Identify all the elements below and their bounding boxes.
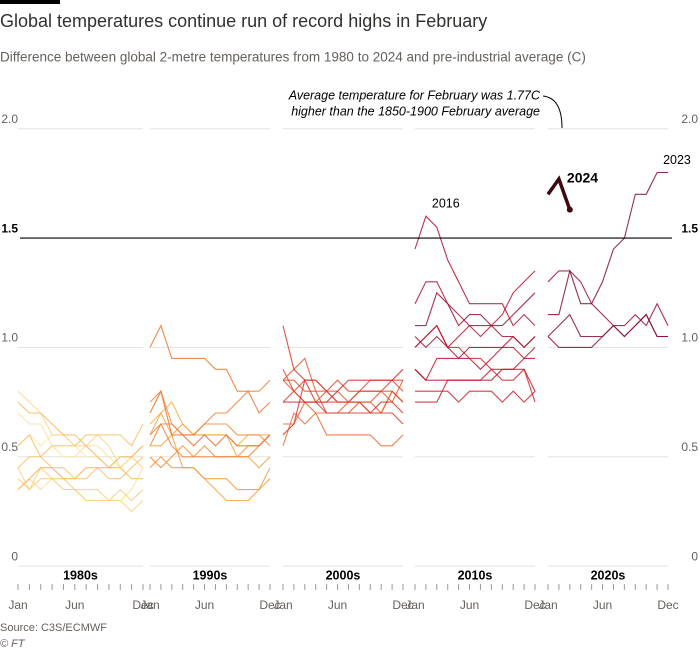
annotation-leader [542, 95, 563, 129]
year-line [149, 389, 271, 447]
year-line [415, 390, 536, 403]
x-tick-label: Jun [195, 598, 214, 612]
year-line [414, 357, 535, 381]
year-line [415, 291, 536, 327]
year-line [548, 171, 668, 316]
year-line [149, 379, 271, 436]
panel-label: 2010s [458, 568, 493, 582]
y-tick-label: 0 [11, 549, 18, 563]
x-tick-label: Jun [593, 598, 612, 612]
x-tick-label: Dec [392, 598, 413, 612]
year-line [282, 357, 404, 414]
year-line [149, 411, 271, 469]
x-tick-label: Dec [524, 598, 545, 612]
x-tick-label: Jan [273, 598, 292, 612]
year-line [282, 378, 404, 436]
y-tick-label: 1.5 [1, 221, 18, 235]
y-tick-label: 0.5 [1, 440, 18, 454]
y-tick-label: 2.0 [1, 112, 18, 126]
credit: © FT [0, 638, 26, 650]
x-tick-label: Jan [405, 598, 424, 612]
x-tick-label: Dec [132, 598, 153, 612]
year-line [149, 422, 271, 458]
y-tick-label: 1.5 [681, 221, 698, 235]
year-line [414, 215, 536, 327]
year-line [149, 390, 271, 447]
end-dot [566, 206, 573, 213]
year-line [150, 433, 271, 502]
x-tick-label: Dec [259, 598, 280, 612]
year-line [17, 478, 144, 502]
year-line [17, 390, 144, 469]
chart-title: Global temperatures continue run of reco… [0, 11, 487, 31]
y-tick-label: 1.0 [681, 331, 698, 345]
year-line [414, 346, 536, 382]
brand-bar [0, 0, 60, 4]
panel-label: 2000s [326, 568, 361, 582]
year-line [414, 270, 536, 349]
year-line [546, 175, 572, 211]
year-line [547, 313, 668, 338]
year-line [282, 411, 404, 447]
year-line [283, 368, 404, 403]
source: Source: C3S/ECMWF [0, 622, 107, 634]
year-line [17, 466, 144, 513]
x-tick-label: Jan [8, 598, 27, 612]
x-tick-label: Jun [460, 598, 479, 612]
y-tick-label: 0.5 [681, 440, 698, 454]
year-line [149, 456, 271, 491]
y-tick-label: 0 [691, 549, 698, 563]
chart-subtitle: Difference between global 2-metre temper… [0, 50, 586, 65]
x-tick-label: Jan [538, 598, 557, 612]
annotation: higher than the 1850-1900 February avera… [291, 104, 540, 118]
year-line [415, 368, 536, 403]
series-label: 2024 [567, 170, 598, 186]
year-line [414, 335, 536, 360]
year-line [17, 456, 144, 480]
panel-label: 2020s [591, 568, 626, 582]
series-label: 2016 [432, 197, 460, 211]
year-line [547, 270, 669, 327]
annotation: Average temperature for February was 1.7… [288, 88, 541, 102]
panel-label: 1990s [193, 568, 228, 582]
x-tick-label: Jun [65, 598, 84, 612]
x-tick-label: Jun [328, 598, 347, 612]
year-line [17, 401, 143, 480]
year-line [149, 324, 271, 414]
x-tick-label: Jan [140, 598, 159, 612]
y-tick-label: 1.0 [1, 331, 18, 345]
x-tick-label: Dec [657, 598, 678, 612]
year-line [17, 445, 144, 490]
year-line [282, 325, 404, 425]
y-tick-label: 2.0 [681, 112, 698, 126]
series-label: 2023 [663, 153, 691, 167]
panel-label: 1980s [63, 568, 98, 582]
